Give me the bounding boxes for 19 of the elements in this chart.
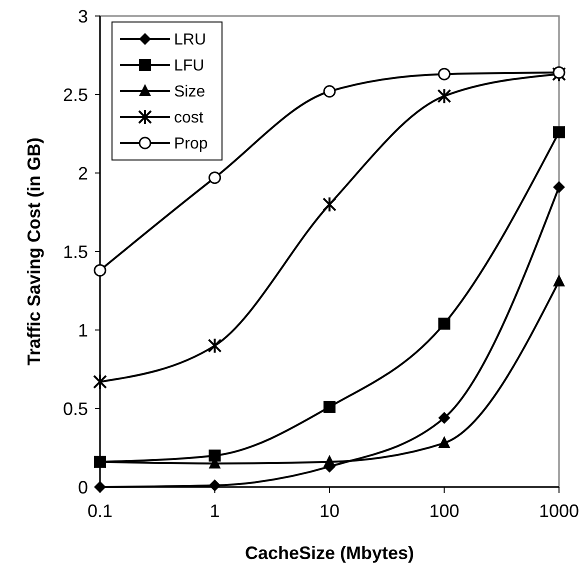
x-tick-label: 100 [429, 501, 460, 521]
y-tick-label: 3 [78, 6, 88, 26]
y-tick-label: 2.5 [62, 84, 88, 105]
y-tick-label: 1 [78, 320, 88, 340]
y-axis-title: Traffic Saving Cost (in GB) [24, 137, 44, 366]
y-tick-label: 0.5 [62, 398, 88, 419]
x-tick-label: 10 [319, 501, 340, 521]
y-tick-label: 2 [78, 163, 88, 184]
y-tick-label: 1.5 [62, 242, 88, 262]
x-tick-label: 1 [210, 501, 220, 521]
x-tick-label: 1000 [538, 501, 580, 521]
legend-label: LRU [174, 32, 206, 49]
legend-label: LFU [174, 58, 204, 75]
x-axis-title: CacheSize (Mbytes) [244, 543, 414, 563]
legend-label: Prop [174, 136, 208, 153]
x-tick-label: 0.1 [87, 501, 113, 521]
legend-label: cost [174, 110, 204, 127]
legend-label: Size [174, 84, 206, 101]
y-tick-label: 0 [78, 477, 88, 498]
